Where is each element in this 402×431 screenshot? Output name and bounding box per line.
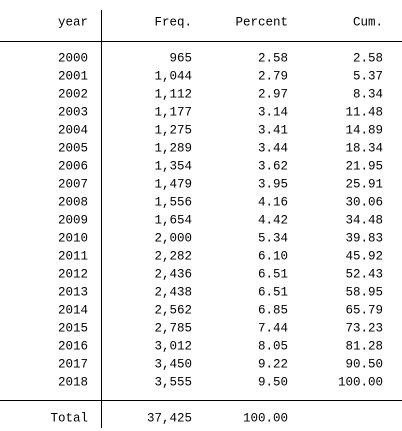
cell: 1,177 bbox=[154, 105, 192, 119]
cell: 6.85 bbox=[258, 303, 288, 317]
cell: 6.51 bbox=[258, 285, 288, 299]
cell: 6.10 bbox=[258, 249, 288, 263]
cell: 3.95 bbox=[258, 177, 288, 191]
cell: 90.50 bbox=[345, 357, 383, 371]
cell: 14.89 bbox=[345, 123, 383, 137]
row-label: 2014 bbox=[58, 303, 88, 317]
row-label: 2018 bbox=[58, 375, 88, 389]
cell: 3.62 bbox=[258, 159, 288, 173]
cell: 2.79 bbox=[258, 69, 288, 83]
cell: 2,436 bbox=[154, 267, 192, 281]
cell: 2.58 bbox=[258, 51, 288, 65]
cell: 2,282 bbox=[154, 249, 192, 263]
row-label: 2010 bbox=[58, 231, 88, 245]
cell: 965 bbox=[169, 51, 192, 65]
cell: 2,562 bbox=[154, 303, 192, 317]
row-label: 2011 bbox=[58, 249, 88, 263]
total-cell: 37,425 bbox=[147, 411, 192, 425]
cell: 52.43 bbox=[345, 267, 383, 281]
cell: 2,785 bbox=[154, 321, 192, 335]
cell: 1,044 bbox=[154, 69, 192, 83]
header-cell: Freq. bbox=[154, 15, 192, 29]
cell: 9.22 bbox=[258, 357, 288, 371]
cell: 18.34 bbox=[345, 141, 383, 155]
row-label: 2015 bbox=[58, 321, 88, 335]
cell: 4.16 bbox=[258, 195, 288, 209]
cell: 2,438 bbox=[154, 285, 192, 299]
cell: 7.44 bbox=[258, 321, 288, 335]
total-label: Total bbox=[50, 411, 88, 425]
cell: 6.51 bbox=[258, 267, 288, 281]
cell: 1,112 bbox=[154, 87, 192, 101]
cell: 3.14 bbox=[258, 105, 288, 119]
header-cell: Percent bbox=[235, 15, 288, 29]
cell: 8.34 bbox=[353, 87, 383, 101]
cell: 2.97 bbox=[258, 87, 288, 101]
cell: 2,000 bbox=[154, 231, 192, 245]
row-label: 2007 bbox=[58, 177, 88, 191]
row-label: 2017 bbox=[58, 357, 88, 371]
cell: 9.50 bbox=[258, 375, 288, 389]
cell: 5.34 bbox=[258, 231, 288, 245]
cell: 1,479 bbox=[154, 177, 192, 191]
cell: 58.95 bbox=[345, 285, 383, 299]
cell: 21.95 bbox=[345, 159, 383, 173]
cell: 73.23 bbox=[345, 321, 383, 335]
cell: 5.37 bbox=[353, 69, 383, 83]
cell: 100.00 bbox=[338, 375, 383, 389]
cell: 11.48 bbox=[345, 105, 383, 119]
cell: 25.91 bbox=[345, 177, 383, 191]
header-cell: year bbox=[58, 15, 88, 29]
row-label: 2013 bbox=[58, 285, 88, 299]
row-label: 2002 bbox=[58, 87, 88, 101]
cell: 45.92 bbox=[345, 249, 383, 263]
header-cell: Cum. bbox=[353, 15, 383, 29]
cell: 1,354 bbox=[154, 159, 192, 173]
cell: 81.28 bbox=[345, 339, 383, 353]
row-label: 2003 bbox=[58, 105, 88, 119]
cell: 39.83 bbox=[345, 231, 383, 245]
cell: 3,555 bbox=[154, 375, 192, 389]
row-label: 2008 bbox=[58, 195, 88, 209]
cell: 3.44 bbox=[258, 141, 288, 155]
row-label: 2001 bbox=[58, 69, 88, 83]
cell: 3,012 bbox=[154, 339, 192, 353]
cell: 65.79 bbox=[345, 303, 383, 317]
cell: 4.42 bbox=[258, 213, 288, 227]
row-label: 2005 bbox=[58, 141, 88, 155]
cell: 1,654 bbox=[154, 213, 192, 227]
row-label: 2000 bbox=[58, 51, 88, 65]
cell: 1,556 bbox=[154, 195, 192, 209]
cell: 3.41 bbox=[258, 123, 288, 137]
cell: 30.06 bbox=[345, 195, 383, 209]
row-label: 2009 bbox=[58, 213, 88, 227]
cell: 34.48 bbox=[345, 213, 383, 227]
cell: 1,275 bbox=[154, 123, 192, 137]
total-cell: 100.00 bbox=[243, 411, 288, 425]
cell: 2.58 bbox=[353, 51, 383, 65]
cell: 3,450 bbox=[154, 357, 192, 371]
row-label: 2004 bbox=[58, 123, 88, 137]
row-label: 2006 bbox=[58, 159, 88, 173]
cell: 8.05 bbox=[258, 339, 288, 353]
cell: 1,289 bbox=[154, 141, 192, 155]
row-label: 2012 bbox=[58, 267, 88, 281]
row-label: 2016 bbox=[58, 339, 88, 353]
